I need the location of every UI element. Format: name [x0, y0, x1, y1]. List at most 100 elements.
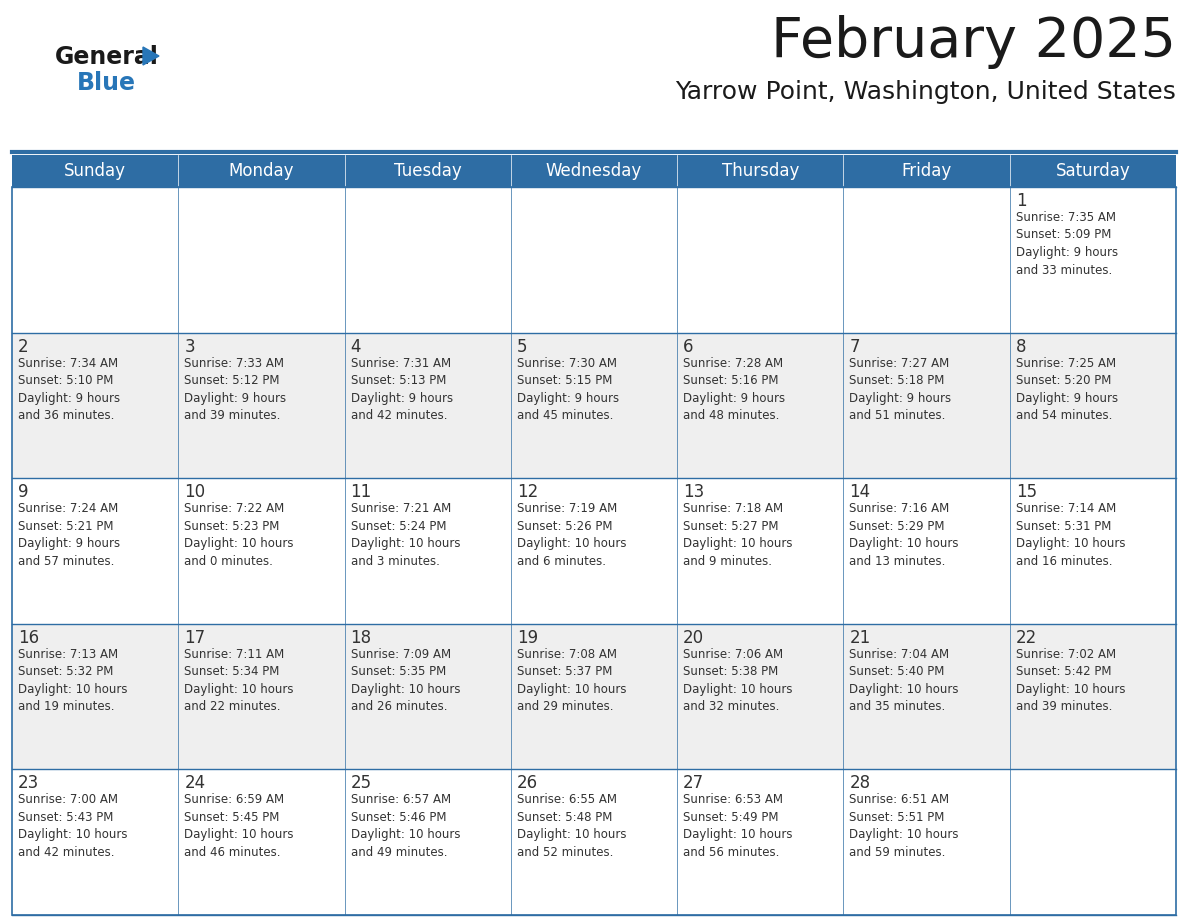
- Bar: [345, 187, 511, 332]
- Bar: [345, 155, 511, 187]
- Text: 11: 11: [350, 483, 372, 501]
- Text: Sunrise: 7:34 AM
Sunset: 5:10 PM
Daylight: 9 hours
and 36 minutes.: Sunrise: 7:34 AM Sunset: 5:10 PM Dayligh…: [18, 356, 120, 422]
- Text: Yarrow Point, Washington, United States: Yarrow Point, Washington, United States: [675, 80, 1176, 104]
- Text: 20: 20: [683, 629, 704, 647]
- Text: Sunrise: 7:25 AM
Sunset: 5:20 PM
Daylight: 9 hours
and 54 minutes.: Sunrise: 7:25 AM Sunset: 5:20 PM Dayligh…: [1016, 356, 1118, 422]
- Text: Sunday: Sunday: [64, 162, 126, 180]
- Bar: [1010, 332, 1176, 478]
- Text: Sunrise: 6:55 AM
Sunset: 5:48 PM
Daylight: 10 hours
and 52 minutes.: Sunrise: 6:55 AM Sunset: 5:48 PM Dayligh…: [517, 793, 626, 859]
- Bar: [178, 478, 345, 624]
- Text: Sunrise: 7:27 AM
Sunset: 5:18 PM
Daylight: 9 hours
and 51 minutes.: Sunrise: 7:27 AM Sunset: 5:18 PM Dayligh…: [849, 356, 952, 422]
- Text: 28: 28: [849, 775, 871, 792]
- Text: Sunrise: 7:21 AM
Sunset: 5:24 PM
Daylight: 10 hours
and 3 minutes.: Sunrise: 7:21 AM Sunset: 5:24 PM Dayligh…: [350, 502, 460, 567]
- Text: Thursday: Thursday: [721, 162, 800, 180]
- Text: Tuesday: Tuesday: [394, 162, 462, 180]
- Text: 16: 16: [18, 629, 39, 647]
- Bar: [677, 187, 843, 332]
- Bar: [677, 478, 843, 624]
- Bar: [843, 187, 1010, 332]
- Bar: [345, 332, 511, 478]
- Text: 21: 21: [849, 629, 871, 647]
- Text: February 2025: February 2025: [771, 15, 1176, 69]
- Bar: [511, 769, 677, 915]
- Text: Sunrise: 7:02 AM
Sunset: 5:42 PM
Daylight: 10 hours
and 39 minutes.: Sunrise: 7:02 AM Sunset: 5:42 PM Dayligh…: [1016, 648, 1125, 713]
- Text: 2: 2: [18, 338, 29, 355]
- Bar: [12, 187, 178, 332]
- Text: Sunrise: 7:31 AM
Sunset: 5:13 PM
Daylight: 9 hours
and 42 minutes.: Sunrise: 7:31 AM Sunset: 5:13 PM Dayligh…: [350, 356, 453, 422]
- Bar: [12, 478, 178, 624]
- Text: 25: 25: [350, 775, 372, 792]
- Text: 27: 27: [683, 775, 704, 792]
- Text: Sunrise: 6:53 AM
Sunset: 5:49 PM
Daylight: 10 hours
and 56 minutes.: Sunrise: 6:53 AM Sunset: 5:49 PM Dayligh…: [683, 793, 792, 859]
- Text: Wednesday: Wednesday: [545, 162, 643, 180]
- Bar: [511, 624, 677, 769]
- Bar: [12, 155, 178, 187]
- Text: Sunrise: 7:13 AM
Sunset: 5:32 PM
Daylight: 10 hours
and 19 minutes.: Sunrise: 7:13 AM Sunset: 5:32 PM Dayligh…: [18, 648, 127, 713]
- Text: Sunrise: 7:08 AM
Sunset: 5:37 PM
Daylight: 10 hours
and 29 minutes.: Sunrise: 7:08 AM Sunset: 5:37 PM Dayligh…: [517, 648, 626, 713]
- Bar: [1010, 155, 1176, 187]
- Bar: [677, 769, 843, 915]
- Text: 3: 3: [184, 338, 195, 355]
- Bar: [178, 187, 345, 332]
- Bar: [345, 478, 511, 624]
- Text: Friday: Friday: [902, 162, 952, 180]
- Text: Sunrise: 7:04 AM
Sunset: 5:40 PM
Daylight: 10 hours
and 35 minutes.: Sunrise: 7:04 AM Sunset: 5:40 PM Dayligh…: [849, 648, 959, 713]
- Bar: [12, 187, 1176, 915]
- Bar: [178, 155, 345, 187]
- Bar: [1010, 478, 1176, 624]
- Polygon shape: [143, 47, 159, 65]
- Text: 23: 23: [18, 775, 39, 792]
- Text: Sunrise: 7:33 AM
Sunset: 5:12 PM
Daylight: 9 hours
and 39 minutes.: Sunrise: 7:33 AM Sunset: 5:12 PM Dayligh…: [184, 356, 286, 422]
- Text: Sunrise: 7:30 AM
Sunset: 5:15 PM
Daylight: 9 hours
and 45 minutes.: Sunrise: 7:30 AM Sunset: 5:15 PM Dayligh…: [517, 356, 619, 422]
- Text: 24: 24: [184, 775, 206, 792]
- Text: 22: 22: [1016, 629, 1037, 647]
- Text: Sunrise: 7:06 AM
Sunset: 5:38 PM
Daylight: 10 hours
and 32 minutes.: Sunrise: 7:06 AM Sunset: 5:38 PM Dayligh…: [683, 648, 792, 713]
- Bar: [12, 769, 178, 915]
- Text: 14: 14: [849, 483, 871, 501]
- Text: Monday: Monday: [228, 162, 295, 180]
- Text: Sunrise: 7:24 AM
Sunset: 5:21 PM
Daylight: 9 hours
and 57 minutes.: Sunrise: 7:24 AM Sunset: 5:21 PM Dayligh…: [18, 502, 120, 567]
- Bar: [1010, 624, 1176, 769]
- Bar: [511, 332, 677, 478]
- Bar: [843, 478, 1010, 624]
- Text: Sunrise: 7:35 AM
Sunset: 5:09 PM
Daylight: 9 hours
and 33 minutes.: Sunrise: 7:35 AM Sunset: 5:09 PM Dayligh…: [1016, 211, 1118, 276]
- Text: 7: 7: [849, 338, 860, 355]
- Bar: [843, 155, 1010, 187]
- Text: General: General: [55, 45, 159, 69]
- Text: Sunrise: 7:09 AM
Sunset: 5:35 PM
Daylight: 10 hours
and 26 minutes.: Sunrise: 7:09 AM Sunset: 5:35 PM Dayligh…: [350, 648, 460, 713]
- Bar: [677, 624, 843, 769]
- Bar: [843, 332, 1010, 478]
- Text: 13: 13: [683, 483, 704, 501]
- Bar: [843, 624, 1010, 769]
- Text: 26: 26: [517, 775, 538, 792]
- Bar: [1010, 187, 1176, 332]
- Bar: [511, 478, 677, 624]
- Text: 8: 8: [1016, 338, 1026, 355]
- Text: Sunrise: 6:51 AM
Sunset: 5:51 PM
Daylight: 10 hours
and 59 minutes.: Sunrise: 6:51 AM Sunset: 5:51 PM Dayligh…: [849, 793, 959, 859]
- Text: Sunrise: 7:11 AM
Sunset: 5:34 PM
Daylight: 10 hours
and 22 minutes.: Sunrise: 7:11 AM Sunset: 5:34 PM Dayligh…: [184, 648, 293, 713]
- Text: Sunrise: 7:00 AM
Sunset: 5:43 PM
Daylight: 10 hours
and 42 minutes.: Sunrise: 7:00 AM Sunset: 5:43 PM Dayligh…: [18, 793, 127, 859]
- Bar: [1010, 769, 1176, 915]
- Bar: [345, 769, 511, 915]
- Bar: [178, 624, 345, 769]
- Text: 17: 17: [184, 629, 206, 647]
- Text: Sunrise: 6:59 AM
Sunset: 5:45 PM
Daylight: 10 hours
and 46 minutes.: Sunrise: 6:59 AM Sunset: 5:45 PM Dayligh…: [184, 793, 293, 859]
- Text: Sunrise: 7:18 AM
Sunset: 5:27 PM
Daylight: 10 hours
and 9 minutes.: Sunrise: 7:18 AM Sunset: 5:27 PM Dayligh…: [683, 502, 792, 567]
- Bar: [12, 332, 178, 478]
- Text: 4: 4: [350, 338, 361, 355]
- Text: 19: 19: [517, 629, 538, 647]
- Bar: [178, 332, 345, 478]
- Text: 18: 18: [350, 629, 372, 647]
- Text: 9: 9: [18, 483, 29, 501]
- Bar: [511, 187, 677, 332]
- Bar: [677, 155, 843, 187]
- Text: Sunrise: 7:28 AM
Sunset: 5:16 PM
Daylight: 9 hours
and 48 minutes.: Sunrise: 7:28 AM Sunset: 5:16 PM Dayligh…: [683, 356, 785, 422]
- Bar: [677, 332, 843, 478]
- Bar: [843, 769, 1010, 915]
- Bar: [345, 624, 511, 769]
- Text: Sunrise: 7:14 AM
Sunset: 5:31 PM
Daylight: 10 hours
and 16 minutes.: Sunrise: 7:14 AM Sunset: 5:31 PM Dayligh…: [1016, 502, 1125, 567]
- Text: 10: 10: [184, 483, 206, 501]
- Text: 12: 12: [517, 483, 538, 501]
- Text: Sunrise: 7:16 AM
Sunset: 5:29 PM
Daylight: 10 hours
and 13 minutes.: Sunrise: 7:16 AM Sunset: 5:29 PM Dayligh…: [849, 502, 959, 567]
- Text: 6: 6: [683, 338, 694, 355]
